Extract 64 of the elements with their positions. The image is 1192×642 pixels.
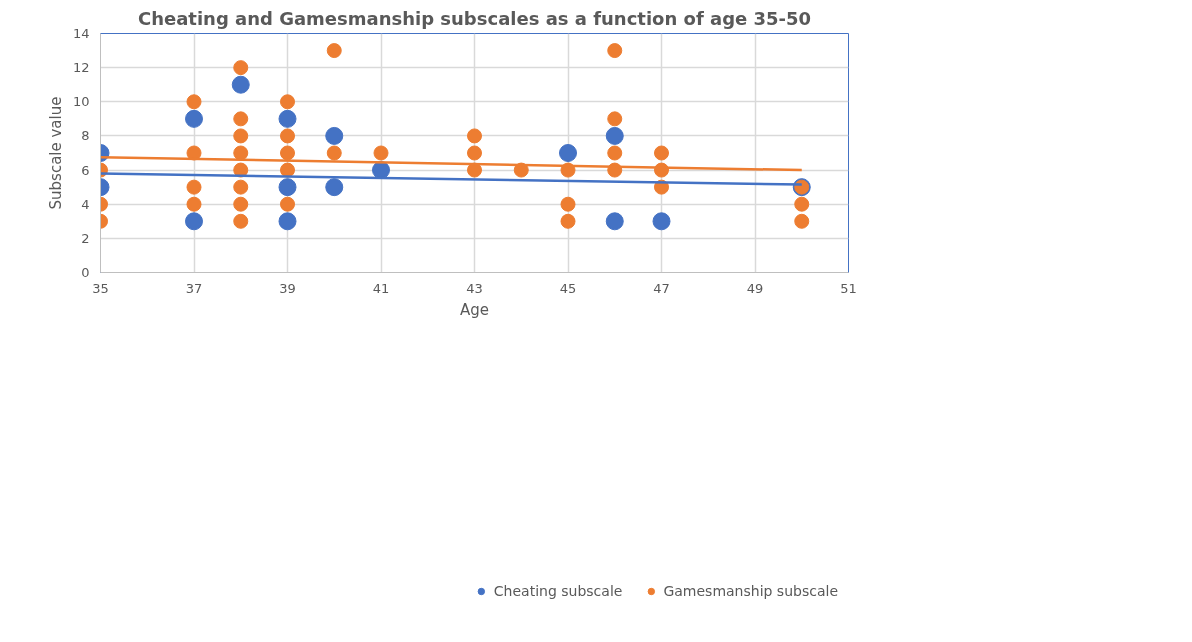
x-tick-label: 39 xyxy=(279,280,296,296)
x-tick-label: 47 xyxy=(653,280,670,296)
x-axis-title: Age xyxy=(459,300,490,319)
point xyxy=(233,60,249,76)
point xyxy=(467,162,482,178)
point xyxy=(233,196,249,212)
chart-title: Cheating and Gamesmanship subscales as a function of age 35-50 xyxy=(137,7,812,29)
y-tick-label: 14 xyxy=(72,26,90,41)
point xyxy=(326,145,342,161)
x-tick-label: 35 xyxy=(92,280,109,296)
y-tick-label: 8 xyxy=(81,128,90,144)
point xyxy=(559,144,577,162)
point xyxy=(325,126,344,145)
point xyxy=(185,109,203,128)
point xyxy=(233,213,249,229)
x-tick-label: 49 xyxy=(746,280,764,296)
legend-label: Gamesmanship subscale xyxy=(663,583,838,599)
point xyxy=(233,128,249,144)
point xyxy=(607,111,623,127)
y-tick-label: 6 xyxy=(81,162,90,178)
point xyxy=(373,145,389,161)
point xyxy=(560,196,576,212)
point xyxy=(607,43,623,59)
point xyxy=(280,196,295,212)
point xyxy=(231,75,250,94)
x-tick-label: 41 xyxy=(372,280,390,296)
point xyxy=(233,179,249,195)
point xyxy=(467,128,482,144)
point xyxy=(280,128,295,144)
point xyxy=(280,162,295,178)
point xyxy=(278,109,297,128)
point xyxy=(280,145,295,161)
point xyxy=(794,213,810,229)
point xyxy=(605,212,624,231)
y-tick-label: 10 xyxy=(72,94,90,110)
point xyxy=(326,43,342,59)
point xyxy=(560,213,576,229)
point xyxy=(233,111,249,127)
y-tick-label: 0 xyxy=(81,265,90,280)
x-tick-label: 43 xyxy=(466,280,483,296)
point xyxy=(654,145,669,161)
point xyxy=(278,178,297,197)
x-tick-label: 51 xyxy=(840,280,857,296)
point xyxy=(186,196,202,212)
y-tick-label: 4 xyxy=(81,196,90,212)
point xyxy=(185,212,203,231)
legend-label: Cheating subscale xyxy=(493,583,623,599)
y-axis-title: Subscale value xyxy=(46,96,65,210)
point xyxy=(794,196,810,212)
point xyxy=(607,145,623,161)
y-tick-label: 2 xyxy=(81,230,90,246)
x-tick-label: 45 xyxy=(559,280,577,296)
point xyxy=(605,126,624,145)
point xyxy=(278,212,297,231)
point xyxy=(186,145,202,161)
point xyxy=(280,94,295,110)
point xyxy=(467,145,482,161)
x-tick-label: 37 xyxy=(185,280,203,296)
y-tick-label: 12 xyxy=(72,60,90,76)
point xyxy=(325,178,344,197)
point xyxy=(652,212,671,231)
point xyxy=(186,179,202,195)
point xyxy=(186,94,202,110)
point xyxy=(233,145,249,161)
